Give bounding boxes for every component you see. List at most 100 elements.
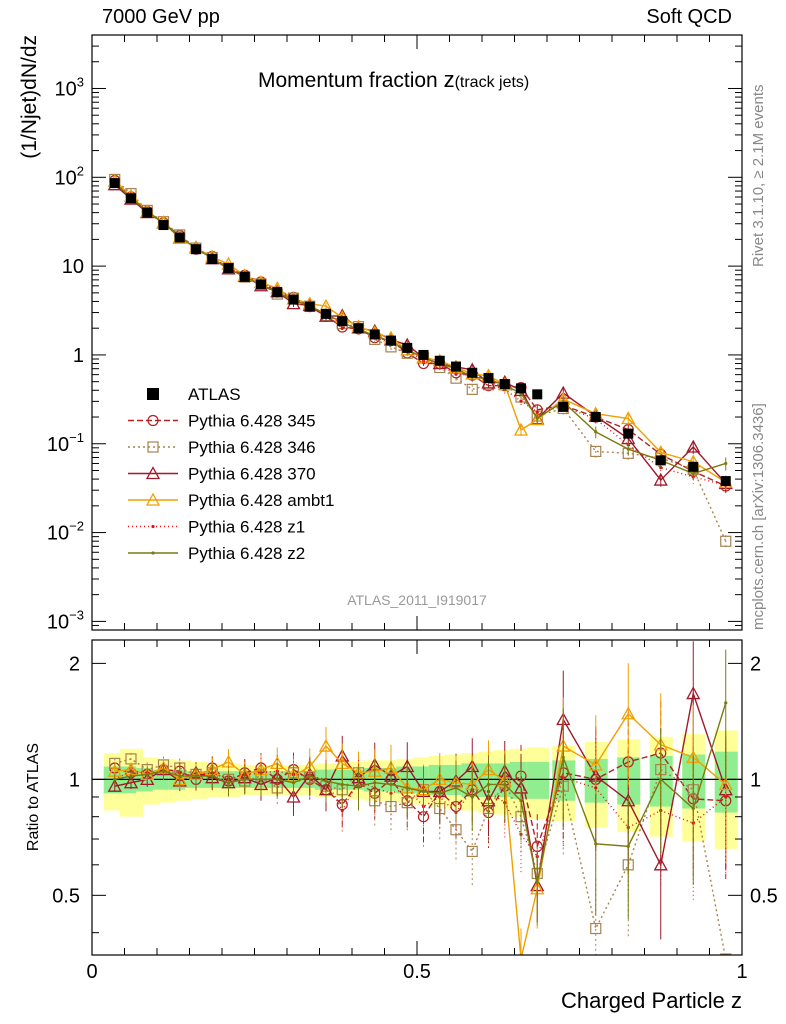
ratio-marker [659, 777, 663, 781]
ratio-marker [340, 782, 344, 787]
ratio-band-inner [526, 761, 550, 799]
legend-marker [147, 414, 159, 427]
legend-label: Pythia 6.428 z2 [188, 544, 305, 563]
y-tick-label-top: 103 [55, 74, 84, 100]
ratio-marker [286, 789, 301, 803]
atlas-data-point [402, 342, 413, 353]
legend-label: Pythia 6.428 346 [188, 438, 316, 457]
y-tick-label-ratio-right: 0.5 [750, 885, 778, 907]
series-line [114, 178, 727, 542]
ratio-marker [107, 778, 122, 792]
series-marker [686, 439, 701, 453]
y-tick-label-top: 10 [62, 256, 84, 278]
legend: ATLAS Pythia 6.428 345 Pythia 6.428 346 Pyt… [128, 385, 334, 563]
ratio-marker [145, 772, 149, 777]
ratio-marker [324, 779, 328, 783]
series-marker [590, 445, 602, 458]
atlas-data-point [142, 207, 153, 218]
legend-marker [145, 466, 161, 480]
ratio-marker [519, 799, 523, 803]
ratio-marker [535, 880, 539, 885]
atlas-data-point [532, 389, 543, 400]
x-tick-label: 0.5 [403, 961, 431, 983]
ratio-marker [318, 738, 334, 752]
ratio-marker [123, 775, 139, 789]
atlas-data-point [655, 455, 666, 466]
ratio-marker [421, 789, 426, 794]
series-marker [653, 472, 668, 486]
ratio-marker [129, 774, 133, 778]
atlas-data-point [207, 254, 218, 265]
ratio-marker [450, 824, 462, 836]
series-marker [720, 535, 732, 547]
ratio-marker [340, 808, 344, 813]
ratio-marker [561, 755, 565, 760]
atlas-data-point [623, 428, 634, 439]
legend-label: Pythia 6.428 345 [188, 412, 316, 431]
series-marker [626, 447, 630, 451]
ratio-series-line [114, 758, 726, 955]
ratio-marker [686, 686, 701, 700]
ratio-marker [503, 782, 507, 787]
legend-label-atlas: ATLAS [188, 385, 241, 404]
x-axis-label: Charged Particle z [561, 988, 742, 1013]
series-marker [466, 383, 478, 395]
legend-label: Pythia 6.428 370 [188, 465, 316, 484]
atlas-data-point [109, 178, 120, 189]
ratio-marker [373, 781, 377, 785]
series-marker [340, 326, 344, 330]
atlas-data-point [516, 383, 526, 394]
ratio-series-group [107, 641, 733, 955]
ratio-marker [720, 953, 732, 955]
y-tick-label-top: 1 [73, 345, 84, 367]
ratio-marker [243, 777, 247, 781]
ratio-marker [594, 842, 598, 846]
series-marker [535, 410, 539, 414]
ratio-marker [291, 781, 296, 785]
atlas-data-point [239, 271, 250, 282]
series-marker [454, 372, 458, 376]
atlas-data-point [369, 329, 380, 340]
legend-label: Pythia 6.428 z1 [188, 518, 305, 537]
atlas-data-point [418, 349, 429, 360]
atlas-data-point [720, 476, 731, 487]
energy-label: 7000 GeV pp [102, 6, 220, 28]
mcplots-url-text: mcplots.cern.ch [arXiv:1306.3436] [750, 403, 767, 630]
atlas-data-point [191, 244, 201, 255]
legend-marker [151, 524, 155, 529]
ratio-marker [194, 774, 198, 778]
y-tick-label-ratio: 1 [69, 769, 80, 791]
ratio-marker [626, 844, 630, 848]
series-marker [513, 422, 529, 436]
ratio-marker [718, 777, 733, 791]
atlas-data-point [590, 412, 601, 423]
series-marker [659, 465, 663, 470]
chart-title: Momentum fraction z(track jets) [258, 67, 529, 92]
y-tick-label-ratio: 0.5 [52, 885, 80, 907]
ratio-marker [405, 786, 409, 790]
ratio-marker [356, 784, 361, 788]
ratio-marker [653, 857, 668, 871]
series-marker [621, 411, 636, 425]
analysis-tag: ATLAS_2011_I919017 [347, 592, 487, 608]
atlas-data-point [386, 335, 396, 346]
ratio-marker [259, 777, 263, 781]
y-tick-label-top: 10−3 [47, 607, 84, 633]
ratio-marker [466, 845, 478, 858]
series-marker [691, 471, 695, 476]
legend-marker [145, 492, 161, 506]
ratio-marker [470, 795, 474, 799]
series-marker [530, 412, 545, 426]
ratio-marker [590, 922, 602, 935]
atlas-data-point [272, 287, 283, 298]
atlas-data-point [256, 279, 266, 290]
legend-label: Pythia 6.428 ambt1 [188, 491, 334, 510]
main-plot-frame [91, 34, 743, 631]
ratio-marker [691, 806, 695, 811]
y-tick-label-top: 10−2 [47, 519, 84, 545]
atlas-data-point [467, 367, 478, 378]
ratio-marker [724, 795, 728, 799]
ratio-marker [621, 706, 636, 720]
rivet-version-text: Rivet 3.1.10, ≥ 2.1M events [750, 84, 767, 268]
